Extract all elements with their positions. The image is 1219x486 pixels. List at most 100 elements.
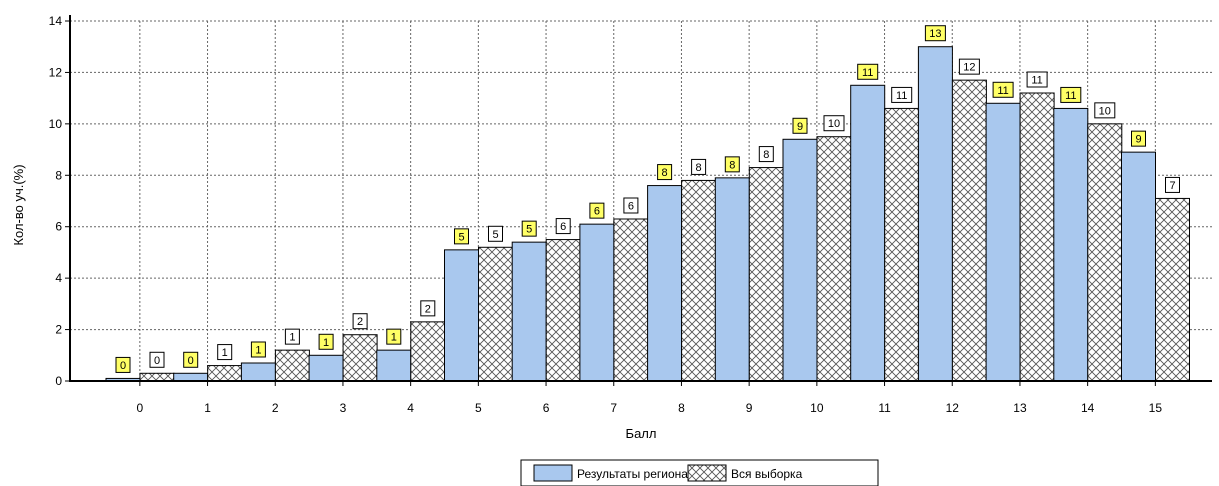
bar-region (714, 177, 750, 382)
bar-region (511, 241, 547, 382)
data-label-all: 11 (1031, 75, 1042, 87)
data-label-box-all (758, 146, 774, 163)
data-label-box-region (924, 25, 946, 42)
data-label-box-region (318, 333, 334, 350)
legend: Результаты региона Вся выборка (520, 459, 879, 486)
bars (105, 46, 1190, 382)
bar-all (342, 334, 378, 382)
data-label-box-all (217, 344, 233, 361)
bar-region (917, 46, 953, 382)
x-tick-label: 8 (678, 401, 685, 415)
y-tick-label: 8 (55, 168, 62, 182)
x-tick-label: 15 (1149, 401, 1163, 415)
data-label-all: 10 (828, 118, 840, 130)
data-label-box-region (657, 164, 673, 181)
x-tick-label: 1 (204, 401, 211, 415)
bar-region (579, 223, 615, 382)
bar-all (274, 349, 310, 382)
data-label-all: 11 (896, 90, 907, 102)
data-label-region: 5 (458, 231, 464, 243)
data-label-box-all (958, 58, 980, 75)
data-label-region: 6 (594, 206, 600, 218)
data-label-all: 10 (1099, 105, 1111, 117)
bar-all (951, 79, 987, 382)
legend-swatch-region (533, 464, 573, 482)
y-tick-label: 14 (49, 14, 63, 28)
data-label-box-region (115, 356, 131, 373)
bar-all (1155, 197, 1190, 382)
data-label-region: 8 (662, 167, 668, 179)
bar-region (240, 362, 276, 382)
x-tick-label: 5 (475, 401, 482, 415)
y-tick-label: 12 (49, 65, 63, 79)
data-label-region: 0 (120, 360, 126, 372)
bar-region (1053, 107, 1089, 382)
bar-region (308, 354, 344, 382)
data-label-box-all (623, 197, 639, 214)
data-label-region: 1 (391, 332, 397, 344)
x-axis-title: Балл (626, 426, 657, 441)
legend-swatch-all (687, 464, 727, 482)
x-tick-label: 11 (878, 401, 891, 415)
bar-region (173, 372, 209, 382)
x-tick-label: 7 (610, 401, 617, 415)
x-tick-label: 6 (543, 401, 550, 415)
data-label-region: 11 (1065, 90, 1076, 102)
y-tick-label: 6 (55, 220, 62, 234)
data-label-box-all (1094, 102, 1116, 119)
data-label-box-all (1165, 176, 1180, 193)
data-label-box-region (1060, 86, 1082, 103)
data-label-box-all (420, 300, 436, 317)
data-label-box-all (488, 225, 503, 242)
x-tick-label: 2 (272, 401, 279, 415)
x-tick-label: 10 (810, 401, 824, 415)
bar-all (1019, 92, 1055, 382)
data-label-box-all (823, 115, 845, 132)
data-label-region: 8 (729, 159, 735, 171)
bar-all (816, 136, 852, 382)
y-axis-title: Кол-во уч.(%) (11, 164, 26, 245)
data-label-box-region (857, 63, 879, 80)
data-label-all: 8 (763, 149, 769, 161)
bar-region (444, 249, 479, 382)
bar-all (545, 239, 581, 382)
data-label-all: 7 (1169, 180, 1175, 192)
data-label-region: 11 (862, 67, 873, 79)
data-label-region: 1 (323, 337, 329, 349)
data-label-region: 11 (997, 85, 1008, 97)
data-label-region: 5 (526, 224, 532, 236)
data-label-all: 6 (560, 221, 566, 233)
data-label-box-region (454, 228, 469, 245)
bar-all (681, 179, 717, 382)
data-label-all: 8 (696, 162, 702, 174)
data-label-box-all (284, 328, 300, 345)
bar-all (613, 218, 649, 382)
y-tick-label: 4 (55, 271, 62, 285)
data-label-box-region (724, 156, 740, 173)
data-label-box-all (352, 313, 368, 330)
bar-region (647, 185, 683, 382)
bar-region (850, 84, 886, 382)
data-label-all: 5 (492, 229, 498, 241)
data-label-box-region (992, 81, 1014, 98)
x-tick-label: 4 (407, 401, 414, 415)
data-label-all: 1 (289, 332, 295, 344)
bar-all (1087, 123, 1123, 382)
bar-all (884, 107, 920, 382)
data-label-box-region (1131, 130, 1146, 147)
data-label-all: 2 (425, 303, 431, 315)
data-label-box-all (149, 351, 165, 368)
x-tick-label: 0 (137, 401, 144, 415)
bar-all (207, 365, 243, 382)
data-label-region: 13 (929, 28, 941, 40)
data-label-box-all (691, 158, 707, 175)
data-label-box-region (521, 220, 537, 237)
bar-all (410, 321, 446, 382)
x-tick-label: 13 (1013, 401, 1027, 415)
legend-label-all: Вся выборка (731, 467, 803, 481)
data-label-box-region (589, 202, 605, 219)
data-label-all: 6 (628, 201, 634, 213)
